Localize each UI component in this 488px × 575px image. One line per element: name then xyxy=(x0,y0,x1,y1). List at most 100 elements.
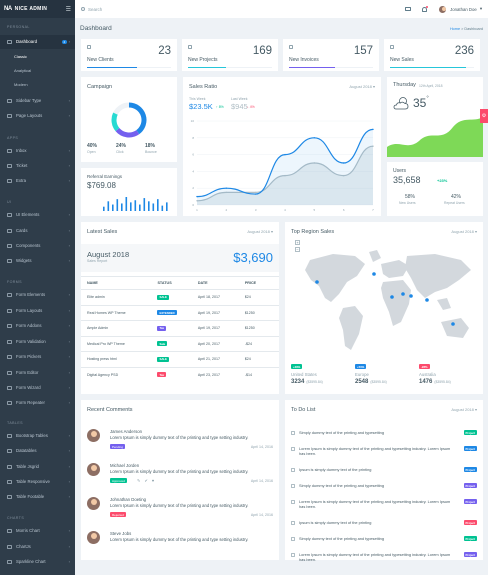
region-title: Top Region Sales xyxy=(291,229,335,235)
last-week-change: ↓ 4% xyxy=(247,105,255,109)
table-row[interactable]: Real Homes WP Theme EXTENDED April 19, 201… xyxy=(81,304,279,321)
latest-sales-card: Latest Sales August 2018 ▾ August 2018 S… xyxy=(81,222,279,394)
sidebar-item-sparkline-chart[interactable]: Sparkline Chart › xyxy=(0,555,75,569)
status-badge: SALE xyxy=(157,356,169,362)
todo-checkbox[interactable] xyxy=(291,499,295,504)
sidebar-item-form-addons[interactable]: Form Addons › xyxy=(0,319,75,333)
todo-period-select[interactable]: August 2018 ▾ xyxy=(451,407,477,412)
todo-checkbox[interactable] xyxy=(291,446,295,451)
row-date: April 19, 2017 xyxy=(197,310,221,315)
sidebar-item-components[interactable]: Components › xyxy=(0,239,75,253)
page-header: Dashboard Home > Dashboard xyxy=(75,18,488,39)
sidebar-item-form-layouts[interactable]: Form Layouts › xyxy=(0,304,75,318)
region-period-select[interactable]: August 2018 ▾ xyxy=(451,229,477,234)
sidebar-item-form-elements[interactable]: Form Elements › xyxy=(0,288,75,302)
sidebar-item-morris-chart[interactable]: Morris Chart › xyxy=(0,524,75,538)
chevron-right-icon: › xyxy=(68,178,70,184)
avatar xyxy=(87,497,100,510)
sidebar-item-form-wizard[interactable]: Form Wizard › xyxy=(0,381,75,395)
sales-report-label: Sales Report xyxy=(87,259,108,263)
referral-bar xyxy=(130,202,132,211)
status-badge: SALE xyxy=(157,294,169,300)
donut-slice xyxy=(113,102,130,115)
sidebar-item-datatables[interactable]: Datatables › xyxy=(0,444,75,458)
todo-checkbox[interactable] xyxy=(291,430,295,435)
comment-text: Lorem Ipsum is simply dummy text of the … xyxy=(110,435,249,440)
sidebar-section-ui: UI xyxy=(7,200,12,204)
sidebar-item-label: Form Repeater xyxy=(16,400,45,406)
table-row[interactable]: Elite admin SALE April 18, 2017 $24 xyxy=(81,289,279,305)
sidebar-item-table-footable[interactable]: Table Footable › xyxy=(0,490,75,504)
chevron-right-icon: › xyxy=(68,113,70,119)
donut-slice xyxy=(128,102,147,135)
referral-bar xyxy=(143,198,146,211)
sidebar-item-form-validation[interactable]: Form Validation › xyxy=(0,335,75,349)
todo-text: Simply dummy text of the printing and ty… xyxy=(299,430,384,435)
region-value-line: 2548 ($3595.84) xyxy=(355,379,387,385)
sidebar-item-widgets[interactable]: Widgets › xyxy=(0,254,75,268)
zoom-out-icon[interactable]: − xyxy=(295,247,300,252)
todo-text: Ipsum is simply dummy text of the printi… xyxy=(299,467,372,472)
sidebar-subitem-classic[interactable]: Classic xyxy=(14,53,27,59)
world-map[interactable] xyxy=(285,242,483,362)
todo-checkbox[interactable] xyxy=(291,467,295,472)
weather-area xyxy=(387,117,483,157)
table-row[interactable]: Medical Pro WP Theme Sale April 20, 2017 -$… xyxy=(81,335,279,352)
stat-label: New Invoices xyxy=(289,57,319,63)
this-week-label: This Week xyxy=(189,97,206,101)
sidebar-section-tables: TABLES xyxy=(7,421,23,425)
latest-sales-period-select[interactable]: August 2018 ▾ xyxy=(247,229,273,234)
sidebar-subitem-modern[interactable]: Modern xyxy=(14,81,28,87)
sidebar: NA NICE ADMIN ☰ PERSONAL APPS UI FORMS TABLE… xyxy=(0,0,75,575)
sidebar-item-table-jsgrid[interactable]: Table Jsgrid › xyxy=(0,460,75,474)
sidebar-item-bootstrap-tables[interactable]: Bootstrap Tables › xyxy=(0,429,75,443)
sidebar-item-cards[interactable]: Cards › xyxy=(0,224,75,238)
sidebar-item-chartjs[interactable]: ChartJs › xyxy=(0,540,75,554)
sidebar-item-dashboard[interactable]: Dashboard 4 › xyxy=(0,35,75,49)
sidebar-item-extra[interactable]: Extra › xyxy=(0,174,75,188)
sidebar-item-form-editor[interactable]: Form Editor › xyxy=(0,366,75,380)
search-input[interactable]: Search xyxy=(88,6,103,12)
table-row[interactable]: Digital Agency PSD Tax April 23, 2017 -$14 xyxy=(81,366,279,383)
region-change-badge: -28% xyxy=(419,364,430,369)
bell-icon[interactable] xyxy=(422,5,429,12)
sidebar-item-form-pickers[interactable]: Form Pickers › xyxy=(0,350,75,364)
mail-icon[interactable] xyxy=(405,6,412,12)
menu-item-icon xyxy=(7,354,12,359)
partly-cloudy-icon xyxy=(393,97,409,110)
breadcrumb-home[interactable]: Home xyxy=(449,26,461,31)
sidebar-section-forms: FORMS xyxy=(7,280,22,284)
logo[interactable]: NA NICE ADMIN ☰ xyxy=(0,0,75,18)
this-week-change: ↑ 8% xyxy=(216,105,224,109)
users-title: Users xyxy=(393,168,407,174)
user-menu[interactable]: Jonathan Doe ▾ xyxy=(438,4,482,14)
sidebar-item-ticket[interactable]: Ticket › xyxy=(0,159,75,173)
region-value: 2548 xyxy=(355,379,369,385)
sidebar-item-page-layouts[interactable]: Page Layouts › xyxy=(0,109,75,123)
todo-checkbox[interactable] xyxy=(291,520,295,525)
chevron-right-icon: › xyxy=(68,292,70,298)
search-box[interactable]: Search xyxy=(81,7,102,12)
table-row[interactable]: Ample Admin Tax April 19, 2017 $1250 xyxy=(81,320,279,336)
sidebar-toggle-icon[interactable]: ☰ xyxy=(65,6,71,13)
zoom-in-icon[interactable]: + xyxy=(295,240,300,245)
chevron-right-icon: › xyxy=(68,385,70,391)
sales-ratio-period-select[interactable]: August 2018 ▾ xyxy=(349,84,375,89)
sidebar-subitem-analytical[interactable]: Analytical xyxy=(14,67,32,73)
sidebar-item-label: Sparkline Chart xyxy=(16,559,46,565)
row-price: $1250 xyxy=(244,326,255,331)
todo-checkbox[interactable] xyxy=(291,483,295,488)
todo-checkbox[interactable] xyxy=(291,536,295,541)
sidebar-item-form-repeater[interactable]: Form Repeater › xyxy=(0,396,75,410)
campaign-stat-label: Open xyxy=(87,150,96,154)
settings-gear-icon[interactable]: ⚙ xyxy=(480,109,488,123)
sidebar-item-ui-elements[interactable]: UI Elements › xyxy=(0,208,75,222)
todo-checkbox[interactable] xyxy=(291,552,295,557)
comment-actions[interactable]: ✎ ✔ ♥ xyxy=(137,478,156,483)
topbar: Search Jonathan Doe ▾ xyxy=(75,0,488,18)
sidebar-item-sidebar-type[interactable]: Sidebar Type › xyxy=(0,94,75,108)
table-row[interactable]: Hosting press html SALE April 21, 2017 $24 xyxy=(81,351,279,367)
todo-tag: Project xyxy=(463,552,477,557)
sidebar-item-inbox[interactable]: Inbox › xyxy=(0,144,75,158)
sidebar-item-table-responsive[interactable]: Table Responsive › xyxy=(0,475,75,489)
